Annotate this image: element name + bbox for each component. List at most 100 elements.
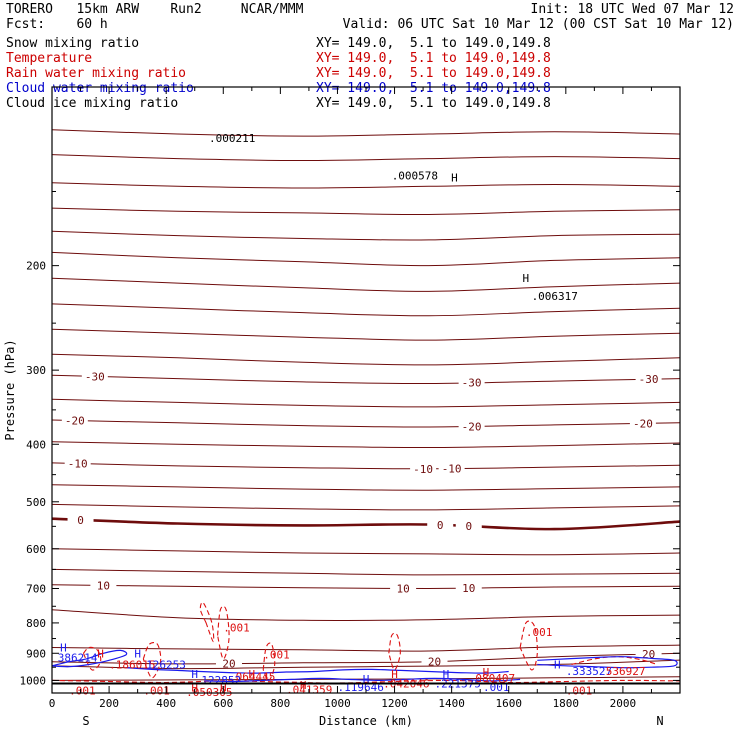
isotherm-line [51,517,681,531]
field-label-temperature: Temperature [6,51,93,66]
isotherm-label: -10 [413,463,433,476]
x-axis-title: Distance (km) [319,714,413,728]
y-axis-title: Pressure (hPa) [3,339,17,440]
isotherm-label: 0 [437,519,444,532]
rain-contour [51,679,681,684]
isotherm-label-bg [421,655,448,668]
south-label: S [82,714,89,728]
contour-value-label: .001 [223,622,250,635]
isotherm-label: 10 [396,582,409,595]
isotherm-label: 10 [462,582,475,595]
x-tick-label: 1600 [495,697,522,710]
rain-contour [571,656,658,666]
rain-contour [388,632,401,671]
isotherm-line [51,207,681,216]
isotherm-label: -20 [65,414,85,427]
contour-labels: .000211 .000578 .006317 .001 .001 .001 386214.… [58,132,646,699]
isotherm-label: -10 [442,463,462,476]
y-tick-label: 700 [26,583,46,596]
cloud-water-contour [51,649,128,668]
isotherm-label: -20 [633,417,653,430]
x-tick-label: 1000 [324,697,351,710]
isotherm-label-bg [410,462,437,475]
isotherm-line [51,659,681,670]
high-marker: H [363,673,370,686]
isotherm-label-bg [458,376,485,389]
x-tick-label: 800 [270,697,290,710]
isotherm-line [51,398,681,408]
high-marker: H [483,666,490,679]
isotherm-line [51,652,681,665]
isotherm-label-bg [215,657,242,670]
contour-value-label: .001 [143,685,170,698]
contour-value-label: .050305 [186,686,232,699]
forecast-hour: Fcst: 60 h [6,17,108,32]
y-tick-label: 300 [26,364,46,377]
y-tick-label: 200 [26,260,46,273]
isotherm-line [51,609,681,621]
field-xy-rain: XY= 149.0, 5.1 to 149.0,149.8 [316,66,551,81]
north-label: N [656,714,663,728]
rain-contours [51,601,681,684]
y-tick-label: 400 [26,438,46,451]
init-time: Init: 18 UTC Wed 07 Mar 12 [530,2,735,17]
x-tick-label: 400 [156,697,176,710]
isotherm-line [51,584,681,590]
isotherm-label: -30 [639,373,659,386]
isotherm-label: 20 [642,648,655,661]
plot-frame [51,86,681,694]
isotherm-line [51,419,681,428]
field-xy-cloud-water: XY= 149.0, 5.1 to 149.0,149.8 [316,81,551,96]
high-marker: H [451,171,458,184]
field-label-snow: Snow mixing ratio [6,36,140,51]
isotherm-label: 10 [97,579,110,592]
isotherm-label: -30 [462,377,482,390]
field-xy-snow: XY= 149.0, 5.1 to 149.0,149.8 [316,36,551,51]
isotherm-label-bg [67,513,94,526]
field-xy-temperature: XY= 149.0, 5.1 to 149.0,149.8 [316,51,551,66]
x-tick-label: 0 [49,697,56,710]
isotherm-line [51,277,681,292]
contour-value-label: .000211 [209,132,255,145]
high-marker: H [249,668,256,681]
isotherm-line [51,328,681,341]
cloud-water-contours [51,649,678,683]
isotherm-label: -20 [462,420,482,433]
isotherm-label: -10 [68,458,88,471]
isotherm-line [51,503,681,511]
valid-time: Valid: 06 UTC Sat 10 Mar 12 (00 CST Sat … [342,17,734,32]
rain-contour [199,601,215,643]
isotherm-label-bg [438,462,465,475]
y-tick-label: 1000 [20,674,47,687]
x-tick-label: 1200 [381,697,408,710]
isotherm-line [51,353,681,366]
isotherm-label-bg [64,457,91,470]
isotherm-label: 0 [465,520,472,533]
field-label-rain: Rain water mixing ratio [6,66,187,81]
high-marker: H [191,668,198,681]
isotherm-line [51,644,681,652]
high-marker: H [523,272,530,285]
isotherm-line [51,676,681,681]
contour-value-label: .001 [263,649,290,662]
high-marker: H [60,641,67,654]
x-tick-label: 200 [99,697,119,710]
y-tick-label: 500 [26,496,46,509]
contour-value-label: 536927 [606,665,646,678]
isotherm-label-bg [629,417,656,430]
isotherm-label-bg [81,370,108,383]
contour-value-label: .001 [69,685,96,698]
rain-contour [217,605,230,660]
isotherm-line [51,462,681,470]
contour-value-label: .001 [526,626,553,639]
contour-value-label: .080407 [469,672,515,685]
isotherm-line [51,182,681,189]
high-marker: H [300,679,307,692]
cloud-water-contour [537,656,678,669]
isotherm-label: 20 [222,657,235,670]
high-marker: H [443,668,450,681]
isotherm-line [51,230,681,241]
isotherm-label-bg [90,579,117,592]
